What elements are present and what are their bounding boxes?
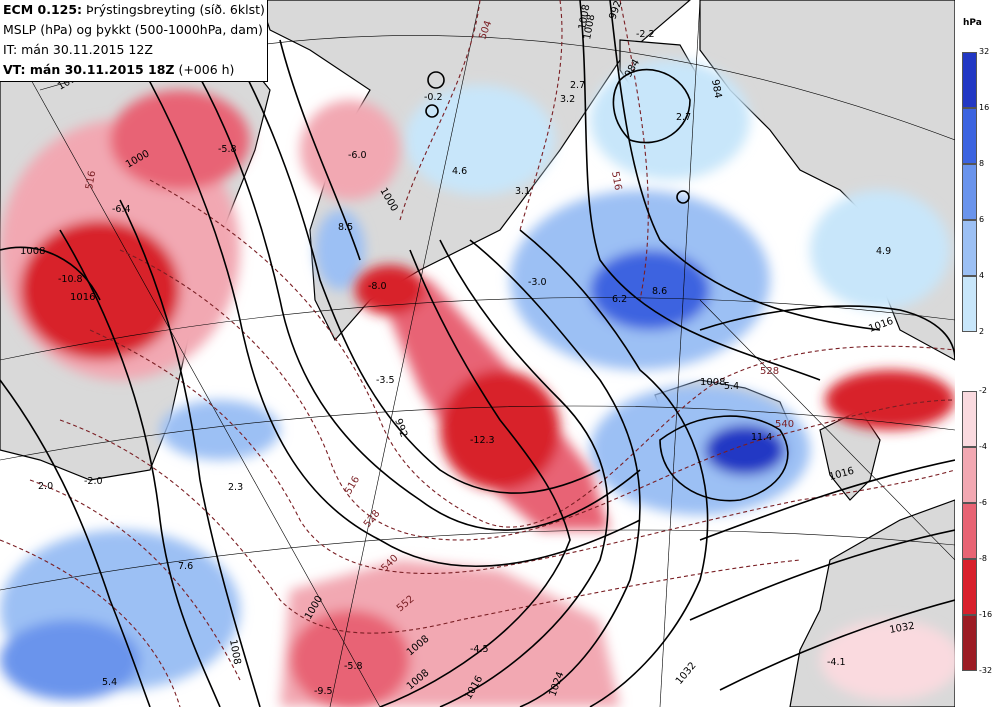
product-name: Þrýstingsbreyting (síð. 6klst) [82, 2, 265, 17]
legend-rise-label: 8 [979, 159, 985, 168]
change-value: 3.1 [515, 186, 530, 197]
legend-rise-swatch [962, 220, 977, 276]
color-legend: hPa 32 16 8 6 4 2 -2 -4 -6 -8 -16 -32 [955, 0, 1000, 707]
change-value: 2.7 [570, 80, 585, 91]
change-value: 11.4 [751, 432, 772, 443]
legend-unit: hPa [963, 18, 982, 28]
change-value: 5.4 [724, 381, 739, 392]
change-value: -5.8 [344, 661, 363, 672]
isobar-label: 1016 [70, 292, 95, 303]
isobar-label: 1008 [582, 14, 597, 41]
change-value: -6.0 [348, 150, 367, 161]
thickness-contours [0, 0, 955, 707]
change-value: 2.7 [676, 112, 691, 123]
change-value: -3.5 [376, 375, 395, 386]
pressure-rise-shading [0, 60, 950, 700]
isobar-label: 1008 [227, 639, 242, 666]
legend-fall-swatch [962, 559, 977, 615]
title-line-2: MSLP (hPa) og þykkt (500-1000hPa, dam) [3, 22, 263, 37]
change-value: -9.5 [314, 686, 333, 697]
thickness-label: 516 [609, 171, 623, 192]
isobars [0, 0, 955, 707]
thickness-label: 528 [760, 366, 779, 377]
legend-fall-label: -6 [979, 498, 987, 507]
change-value: -8.0 [368, 281, 387, 292]
legend-rise-label: 2 [979, 327, 985, 336]
legend-rise-label: 32 [979, 47, 990, 56]
legend-fall-swatch [962, 503, 977, 559]
isobar-label: 1032 [889, 621, 916, 636]
change-value: 6.2 [612, 294, 627, 305]
change-value: -2.0 [84, 476, 103, 487]
change-value: -6.4 [112, 204, 131, 215]
title-line-3: IT: mán 30.11.2015 12Z [3, 42, 153, 57]
weather-map: 1008 1016 1000 992 984 992 1008 1016 100… [0, 0, 955, 707]
change-value: 5.4 [102, 677, 117, 688]
legend-fall-label: -8 [979, 554, 987, 563]
change-value: -12.3 [470, 435, 495, 446]
change-value: 3.2 [560, 94, 575, 105]
change-value: -4.5 [470, 644, 489, 655]
model-name: ECM 0.125: [3, 2, 83, 17]
isobar-label: 1008 [577, 4, 592, 31]
change-value: -10.8 [58, 274, 83, 285]
change-value: -3.0 [528, 277, 547, 288]
legend-fall-swatch [962, 447, 977, 503]
legend-fall-swatch [962, 615, 977, 671]
title-line-1: ECM 0.125: Þrýstingsbreyting (síð. 6klst… [3, 0, 267, 20]
legend-fall-label: -16 [979, 610, 993, 619]
legend-fall-label: -32 [979, 666, 993, 675]
legend-rise-label: 4 [979, 271, 985, 280]
change-value: 2.3 [228, 482, 243, 493]
change-value: 2.0 [38, 481, 53, 492]
thickness-label: 540 [775, 419, 794, 430]
title-line-4: VT: mán 30.11.2015 18Z (+006 h) [3, 60, 267, 80]
change-value: 4.6 [452, 166, 467, 177]
legend-rise-swatch [962, 164, 977, 220]
change-value: 8.5 [338, 222, 353, 233]
legend-fall-label: -4 [979, 442, 987, 451]
legend-fall-label: -2 [979, 386, 987, 395]
change-value: -4.1 [827, 657, 846, 668]
isobar-label: 984 [709, 79, 723, 100]
change-value: -2.2 [636, 29, 655, 40]
valid-time: VT: mán 30.11.2015 18Z [3, 62, 175, 77]
legend-rise-swatch [962, 52, 977, 108]
legend-rise-label: 6 [979, 215, 985, 224]
legend-rise-label: 16 [979, 103, 990, 112]
forecast-hour: (+006 h) [174, 62, 235, 77]
isobar-label: 1008 [20, 246, 45, 257]
pressure-change-values: -5.8 -6.4 -10.8 -6.0 8.5 -8.0 4.6 3.1 3.… [38, 29, 891, 697]
legend-rise-swatch [962, 108, 977, 164]
graticule [0, 0, 955, 707]
map-title-box: ECM 0.125: Þrýstingsbreyting (síð. 6klst… [0, 0, 268, 82]
isobar-label: 1008 [700, 377, 725, 388]
legend-rise-swatch [962, 276, 977, 332]
legend-fall-swatch [962, 391, 977, 447]
change-value: 4.9 [876, 246, 891, 257]
pressure-fall-shading [0, 90, 955, 707]
thickness-label: 516 [84, 170, 98, 191]
change-value: -5.8 [218, 144, 237, 155]
change-value: 8.6 [652, 286, 667, 297]
change-value: 7.6 [178, 561, 193, 572]
change-value: -0.2 [424, 92, 443, 103]
local-extrema [425, 71, 690, 204]
